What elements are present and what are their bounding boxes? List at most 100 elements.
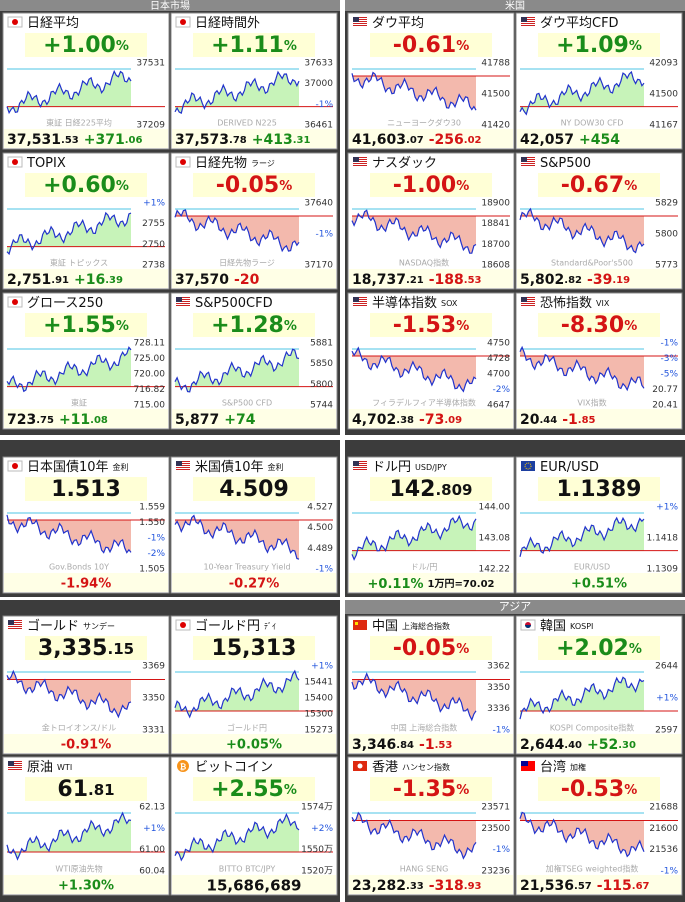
watermark: DERIVED N225 (217, 119, 277, 128)
price-dec: .82 (564, 275, 582, 286)
watermark: 東証 (71, 398, 87, 408)
sub-name: ラージ (251, 159, 275, 168)
flag-part (521, 163, 535, 164)
change-main: +74 (224, 412, 255, 428)
flag-part (8, 761, 22, 762)
headline-small: % (624, 179, 637, 194)
footer-bg (349, 573, 513, 592)
flag-part (353, 461, 367, 462)
name: 日経時間外 (195, 16, 260, 31)
headline-small: % (624, 783, 637, 798)
name: 台湾 (540, 759, 566, 775)
name: 原油 (27, 760, 53, 775)
footer-bg (4, 269, 168, 288)
axis-label: 18900 (481, 199, 510, 209)
axis-label: 61.00 (139, 845, 165, 855)
footer: 37,570 -20 (175, 272, 260, 288)
axis-label: 1.1309 (647, 565, 679, 575)
footer: 18,737.21 -188.53 (352, 272, 482, 288)
headline-small: % (456, 642, 469, 657)
headline-main: 3,335 (38, 636, 108, 661)
flag-part (8, 620, 22, 621)
headline: -0.05% (393, 636, 469, 661)
price-dec: .84 (396, 740, 414, 751)
axis-label: +1% (656, 503, 678, 513)
flag (176, 297, 190, 307)
panel-name: ダウ平均CFD (540, 16, 619, 31)
flag-part (353, 463, 367, 464)
price-line (351, 71, 477, 111)
flag-part (521, 761, 528, 766)
footer-bg (349, 875, 513, 894)
headline: 15,313 (212, 636, 297, 661)
axis-label: 144.00 (479, 503, 511, 513)
axis-label: 36461 (304, 121, 333, 131)
name: EUR/USD (540, 460, 599, 475)
sub-name: 上海総合指数 (402, 621, 450, 631)
headline-small: % (456, 783, 469, 798)
name: ダウ平均CFD (540, 16, 619, 31)
flag-part (521, 159, 535, 160)
axis-label: 18841 (481, 219, 510, 229)
footer-bg (517, 129, 681, 148)
watermark: BITTO BTC/JPY (219, 865, 276, 874)
headline-bg (538, 777, 660, 801)
axis-label: 4728 (487, 354, 510, 364)
headline-bg (370, 173, 492, 197)
axis-label: 5773 (655, 261, 678, 271)
axis-label: 3336 (487, 704, 510, 714)
name: 中国 (372, 619, 398, 634)
headline: +1.00% (43, 33, 129, 58)
price-line (351, 514, 477, 561)
axis-label: 20.77 (652, 385, 678, 395)
change-main: -39 (587, 272, 612, 288)
footer: 4,702.38 -73.09 (352, 412, 462, 428)
headline-bg (538, 477, 660, 501)
axis-label: 4.500 (307, 523, 333, 533)
watermark: HANG SENG (400, 865, 449, 874)
footer-bg (172, 573, 336, 592)
flag-part (177, 760, 189, 772)
watermark: ゴールド円 (227, 723, 267, 733)
footer: -1.94% (61, 577, 112, 592)
axis-label: +1% (311, 662, 333, 672)
headline-bg (538, 33, 660, 57)
flag (353, 17, 367, 27)
axis-label: 18608 (481, 261, 510, 271)
flag (7, 296, 23, 308)
headline: -0.05% (216, 173, 292, 198)
headline: -0.67% (561, 173, 637, 198)
axis-label: 720.00 (134, 370, 166, 380)
flag-part (176, 297, 190, 298)
watermark: ドル/円 (411, 563, 438, 572)
flag-part (353, 299, 367, 300)
chart-area (175, 349, 299, 392)
headline-bg (193, 636, 315, 660)
axis-label: 5800 (655, 230, 678, 240)
panel-name: 日経先物 ラージ (195, 156, 275, 171)
change-main: -318 (429, 878, 464, 894)
name: ダウ平均 (372, 16, 424, 31)
price-line (174, 514, 300, 560)
flag-part (353, 165, 367, 166)
axis-label: 3362 (487, 662, 510, 672)
panel-name: ゴールド円 ﾃﾞｲ (195, 618, 276, 634)
watermark: 東証 トピックス (50, 258, 108, 268)
price-dec: .40 (564, 740, 582, 751)
footer: 5,877 +74 (175, 412, 256, 428)
flag-part (8, 626, 22, 627)
price-line (174, 209, 300, 253)
axis-label: 41167 (649, 121, 678, 131)
panel-name: 恐怖指数 VIX (540, 295, 610, 311)
headline: 4.509 (219, 477, 289, 502)
flag-part (353, 620, 367, 630)
flag-part (521, 297, 535, 298)
flag-part (176, 299, 190, 300)
flag-part (355, 622, 358, 625)
axis-label: 37000 (304, 79, 333, 89)
headline-bg (25, 636, 147, 660)
price-main: 37,570 (175, 272, 229, 288)
change-main: -20 (234, 272, 260, 288)
chart-area (352, 347, 476, 392)
headline-bg (370, 33, 492, 57)
